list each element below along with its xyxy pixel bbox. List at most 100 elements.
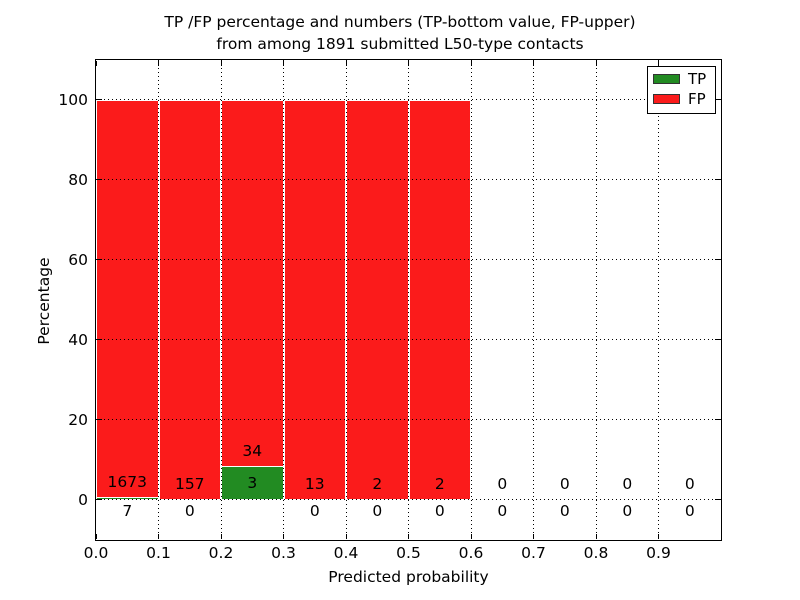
x-tick-mark-top — [158, 61, 159, 66]
vertical-gridline — [533, 60, 534, 540]
y-tick-mark-right — [715, 339, 720, 340]
y-tick-label: 40 — [68, 330, 88, 349]
y-tick-mark-right — [715, 99, 720, 100]
y-tick-mark-right — [715, 259, 720, 260]
x-axis-label: Predicted probability — [328, 568, 489, 586]
legend-item-tp: TP — [653, 70, 707, 88]
x-tick-label: 0.7 — [521, 544, 546, 562]
fp-legend-label: FP — [688, 90, 706, 108]
tp-count-label: 0 — [622, 501, 633, 520]
y-tick-mark — [97, 339, 102, 340]
x-tick-mark-top — [283, 61, 284, 66]
y-tick-mark-right — [715, 499, 720, 500]
tp-count-label: 0 — [684, 501, 695, 520]
tp-count-label: 0 — [184, 501, 195, 520]
x-tick-label: 0.8 — [583, 544, 609, 562]
tp-count-label: 7 — [122, 501, 133, 520]
vertical-gridline — [158, 60, 159, 540]
tp-count-label: 0 — [434, 501, 445, 520]
tp-count-label: 0 — [559, 501, 570, 520]
x-tick-mark — [470, 534, 472, 539]
fp-count-label: 157 — [174, 474, 205, 493]
x-tick-mark — [345, 534, 347, 539]
y-tick-label: 60 — [68, 250, 88, 269]
tp-legend-label: TP — [688, 70, 707, 88]
horizontal-gridline — [96, 499, 721, 500]
vertical-gridline — [595, 60, 597, 540]
fp-count-label: 2 — [434, 474, 445, 493]
fp-bar — [158, 99, 221, 500]
fp-bar — [346, 99, 409, 500]
horizontal-gridline — [96, 339, 721, 340]
chart-title: TP /FP percentage and numbers (TP-bottom… — [0, 11, 800, 55]
x-tick-mark — [158, 534, 159, 539]
y-tick-label: 100 — [58, 90, 88, 109]
tp-count-label: 0 — [309, 501, 320, 520]
fp-count-label: 0 — [559, 474, 570, 493]
y-tick-label: 20 — [68, 410, 88, 429]
fp-count-label: 0 — [497, 474, 508, 493]
tp-count-label: 3 — [247, 474, 258, 493]
x-tick-mark — [533, 534, 534, 539]
y-tick-mark — [97, 499, 102, 500]
x-tick-label: 0.2 — [208, 544, 234, 562]
x-tick-mark — [658, 534, 659, 539]
x-tick-mark — [95, 534, 97, 539]
x-tick-label: 0.1 — [146, 544, 171, 562]
vertical-gridline — [408, 60, 409, 540]
tp-legend-swatch — [653, 74, 680, 84]
tp-count-label: 0 — [372, 501, 383, 520]
x-tick-mark-top — [595, 61, 597, 66]
x-tick-mark-top — [408, 61, 409, 66]
vertical-gridline — [220, 60, 222, 540]
chart-title-line1: TP /FP percentage and numbers (TP-bottom… — [164, 13, 636, 31]
vertical-gridline — [658, 60, 659, 540]
horizontal-gridline — [96, 259, 721, 260]
y-tick-mark-right — [715, 419, 720, 420]
x-tick-mark — [220, 534, 222, 539]
y-axis-label: Percentage — [35, 257, 53, 345]
x-tick-label: 0.4 — [333, 544, 359, 562]
vertical-gridline — [470, 60, 472, 540]
x-tick-mark — [408, 534, 409, 539]
fp-count-label: 34 — [242, 442, 263, 461]
x-tick-mark-top — [470, 61, 472, 66]
fp-count-label: 0 — [622, 474, 633, 493]
y-tick-label: 0 — [78, 490, 88, 509]
y-tick-mark-right — [715, 179, 720, 180]
fp-bar — [283, 99, 346, 500]
vertical-gridline — [283, 60, 284, 540]
x-tick-mark-top — [533, 61, 534, 66]
x-tick-mark — [595, 534, 597, 539]
y-tick-mark — [97, 179, 102, 180]
y-tick-label: 80 — [68, 170, 88, 189]
fp-count-label: 0 — [684, 474, 695, 493]
fp-legend-swatch — [653, 94, 680, 104]
y-tick-mark — [97, 99, 102, 100]
horizontal-gridline — [96, 419, 721, 420]
y-tick-mark — [97, 419, 102, 420]
chart-title-line2: from among 1891 submitted L50-type conta… — [216, 35, 584, 53]
fp-bar — [96, 99, 159, 498]
horizontal-gridline — [96, 179, 721, 180]
fp-count-label: 2 — [372, 474, 383, 493]
x-tick-mark-top — [658, 61, 659, 66]
x-tick-mark — [283, 534, 284, 539]
x-tick-label: 0.0 — [83, 544, 109, 562]
vertical-gridline — [345, 60, 347, 540]
x-tick-label: 0.6 — [458, 544, 484, 562]
x-tick-mark-top — [95, 61, 97, 66]
tp-count-label: 0 — [497, 501, 508, 520]
fp-count-label: 13 — [304, 474, 325, 493]
y-tick-mark — [97, 259, 102, 260]
x-tick-label: 0.5 — [396, 544, 421, 562]
x-tick-label: 0.9 — [646, 544, 671, 562]
fp-bar — [408, 99, 471, 500]
fp-bar — [221, 99, 284, 468]
fp-count-label: 1673 — [107, 472, 147, 491]
legend-item-fp: FP — [653, 90, 706, 108]
x-tick-mark-top — [220, 61, 222, 66]
x-tick-label: 0.3 — [271, 544, 296, 562]
horizontal-gridline — [96, 99, 721, 100]
